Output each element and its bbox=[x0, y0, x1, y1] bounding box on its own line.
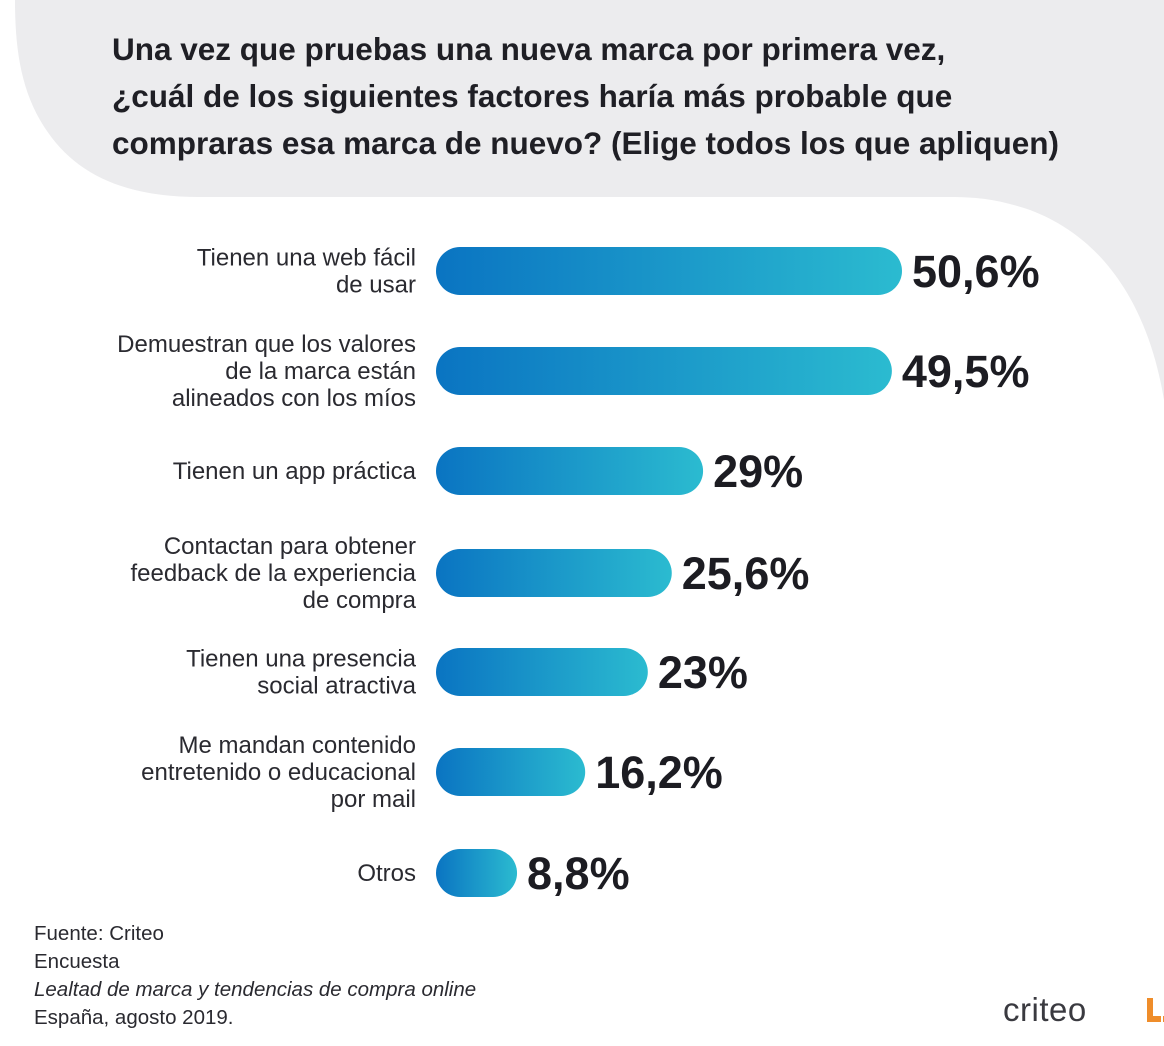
source-note: Fuente: Criteo Encuesta Lealtad de marca… bbox=[34, 920, 476, 1032]
category-label: Tienen una presencia bbox=[186, 646, 417, 673]
value-label: 29% bbox=[713, 446, 803, 497]
category-label: por mail bbox=[331, 786, 416, 813]
source-line: Fuente: Criteo bbox=[34, 922, 164, 945]
category-label: de la marca están bbox=[225, 358, 416, 385]
value-label: 16,2% bbox=[595, 747, 723, 798]
bar bbox=[436, 849, 518, 897]
title-line: Una vez que pruebas una nueva marca por … bbox=[112, 31, 946, 67]
category-label: Tienen una web fácil bbox=[197, 245, 416, 272]
value-label: 8,8% bbox=[527, 848, 630, 899]
category-label: feedback de la experiencia bbox=[130, 560, 416, 587]
category-label: social atractiva bbox=[257, 673, 416, 700]
category-label: Demuestran que los valores bbox=[117, 331, 416, 358]
bar bbox=[436, 447, 704, 495]
bar bbox=[436, 648, 648, 696]
category-label: alineados con los míos bbox=[172, 385, 416, 412]
source-line: España, agosto 2019. bbox=[34, 1006, 234, 1029]
value-label: 50,6% bbox=[912, 246, 1040, 297]
chart-title: Una vez que pruebas una nueva marca por … bbox=[112, 26, 1142, 167]
category-label: Contactan para obtener bbox=[164, 533, 416, 560]
value-label: 25,6% bbox=[682, 548, 810, 599]
bar bbox=[436, 549, 672, 597]
title-line: compraras esa marca de nuevo? (Elige tod… bbox=[112, 125, 1059, 161]
bar bbox=[436, 247, 902, 295]
logo-wordmark: criteo bbox=[1003, 991, 1087, 1028]
source-line: Encuesta bbox=[34, 950, 120, 973]
category-label: Otros bbox=[357, 860, 416, 887]
category-label: entretenido o educacional bbox=[141, 759, 416, 786]
bar bbox=[436, 347, 892, 395]
criteo-logo: criteo bbox=[1003, 990, 1164, 1030]
value-label: 49,5% bbox=[902, 346, 1030, 397]
title-line: ¿cuál de los siguientes factores haría m… bbox=[112, 78, 953, 114]
category-label: de compra bbox=[303, 587, 417, 614]
category-label: de usar bbox=[336, 272, 416, 299]
logo-bracket-icon bbox=[1147, 998, 1161, 1022]
bar bbox=[436, 748, 586, 796]
source-study-title: Lealtad de marca y tendencias de compra … bbox=[34, 978, 477, 1001]
value-label: 23% bbox=[658, 647, 748, 698]
category-label: Tienen un app práctica bbox=[173, 458, 417, 485]
category-label: Me mandan contenido bbox=[179, 732, 417, 759]
